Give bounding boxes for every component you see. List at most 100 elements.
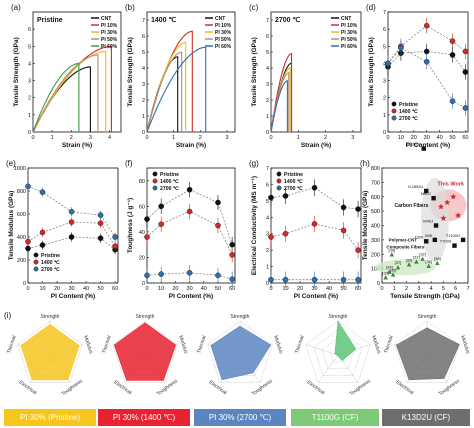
y-tick-label: 600 xyxy=(371,195,380,201)
legend-label: Pristine xyxy=(41,253,60,259)
y-tick-label: 3 xyxy=(142,82,145,88)
radar-grid xyxy=(313,329,363,376)
y-tick-label: 6 xyxy=(266,34,269,40)
panel-f: 0 10 20 30 40 50 60 0 20 40 60 80 PI Content (%) Toug… xyxy=(125,159,236,300)
y-tick-label: 2 xyxy=(28,96,31,102)
radar-axis-label: Strength xyxy=(136,314,155,320)
legend-marker xyxy=(391,115,397,121)
x-axis-label: PI Content (%) xyxy=(51,293,95,300)
data-point xyxy=(229,241,235,248)
x-tick-label: 0 xyxy=(269,135,272,141)
point-label: [39] xyxy=(388,247,395,252)
y-tick-label: 5 xyxy=(28,44,31,50)
x-tick-label: 60 xyxy=(355,286,361,292)
legend-marker xyxy=(391,108,397,114)
data-point xyxy=(144,216,150,222)
legend-marker xyxy=(33,252,39,258)
radar-grid xyxy=(112,320,178,383)
data-point xyxy=(229,276,235,282)
y-tick-label: 60 xyxy=(139,204,145,210)
data-point xyxy=(282,276,289,283)
y-tick-label: 20 xyxy=(139,255,145,261)
y-tick-label: 1 xyxy=(266,114,269,120)
x-tick-label: 0 xyxy=(386,135,389,141)
y-axis-label: Toughness (J g⁻¹) xyxy=(127,198,134,253)
plot-frame xyxy=(32,11,122,133)
data-point xyxy=(462,69,469,75)
y-tick-label: 200 xyxy=(371,252,380,258)
x-tick-label: 60 xyxy=(229,286,235,292)
y-axis-label: Tensile Strength (GPa) xyxy=(13,37,20,107)
stress-strain-curve xyxy=(270,80,288,133)
data-point xyxy=(423,22,430,29)
radar-axis-label: Toughness xyxy=(438,378,461,397)
radar-grid xyxy=(321,337,355,370)
x-tick-label: 30 xyxy=(68,286,74,292)
scatter-point xyxy=(431,195,436,201)
y-tick-label: 2 xyxy=(383,96,386,102)
y-tick-label: 0 xyxy=(23,281,26,287)
x-tick-label: 50 xyxy=(215,286,221,292)
composite-fiber-region xyxy=(375,259,436,276)
y-tick-label: 5 xyxy=(142,50,145,56)
legend-marker xyxy=(152,171,158,177)
radar-area xyxy=(210,325,272,381)
x-tick-label: 10 xyxy=(398,135,404,141)
point-label: [37] xyxy=(395,260,402,265)
data-point xyxy=(97,220,104,226)
x-tick-label: 2 xyxy=(199,135,202,141)
radar-axis-label: Thermal xyxy=(383,335,394,354)
data-point xyxy=(423,58,430,65)
x-tick-label: 60 xyxy=(462,135,468,141)
x-tick-label: 3 xyxy=(225,135,228,141)
radar-spoke xyxy=(317,354,339,383)
x-tick-label: 50 xyxy=(341,286,347,292)
x-tick-label: 1 xyxy=(51,135,54,141)
y-axis-label: Tensile Modulus (GPa) xyxy=(8,191,15,261)
legend-label: PI 60% xyxy=(101,44,118,50)
y-tick-label: 1000 xyxy=(14,166,26,172)
x-tick-label: 40 xyxy=(83,286,89,292)
y-tick-label: 6 xyxy=(383,27,386,33)
panel-letter: (d) xyxy=(366,3,376,12)
y-tick-label: 800 xyxy=(371,166,380,172)
data-point xyxy=(97,212,104,218)
y-axis-label: Tensile Strength (GPa) xyxy=(368,37,375,107)
y-tick-label: 0 xyxy=(142,281,145,287)
radar-axis-label: Strength xyxy=(41,314,60,320)
scatter-point xyxy=(433,223,439,228)
x-tick-label: 20 xyxy=(54,286,60,292)
y-tick-label: 2 xyxy=(266,98,269,104)
data-point xyxy=(25,183,31,190)
x-tick-label: 1 xyxy=(172,135,175,141)
panel-letter: (a) xyxy=(11,3,21,12)
y-tick-label: 7 xyxy=(383,10,386,16)
x-tick-label: 6 xyxy=(454,286,457,292)
radar-axis-label: Electrical xyxy=(18,379,38,396)
y-tick-label: 4 xyxy=(383,61,386,67)
legend-label: 1400 ℃ xyxy=(399,108,418,115)
panel-c: 0 1 2 3 0 1 2 3 4 5 6 7 Strain (%) Tensile Strength (… xyxy=(249,3,362,149)
data-point xyxy=(449,38,456,44)
y-tick-label: 5 xyxy=(266,199,269,205)
x-tick-label: 2 xyxy=(70,135,73,141)
radar-grid xyxy=(17,320,83,383)
x-axis-label: PI Content (%) xyxy=(294,293,338,300)
data-point xyxy=(112,234,118,240)
radar-legend-banner: K13D2U (CF) xyxy=(382,409,470,426)
scatter-point xyxy=(424,188,429,194)
y-tick-label: 4 xyxy=(266,215,269,221)
radar-grid xyxy=(394,320,460,383)
stress-strain-curve xyxy=(146,46,207,133)
point-label: [38] xyxy=(434,256,441,261)
x-tick-label: 40 xyxy=(201,286,207,292)
x-tick-label: 4 xyxy=(430,286,433,292)
radar-axis-label: Electrical xyxy=(208,379,228,396)
y-tick-label: 4 xyxy=(266,66,269,72)
y-tick-label: 5 xyxy=(383,44,386,50)
data-point xyxy=(186,208,193,215)
legend-label: 2700 ℃ xyxy=(284,185,303,192)
y-tick-label: 1 xyxy=(266,265,269,271)
radar-area xyxy=(113,322,177,381)
